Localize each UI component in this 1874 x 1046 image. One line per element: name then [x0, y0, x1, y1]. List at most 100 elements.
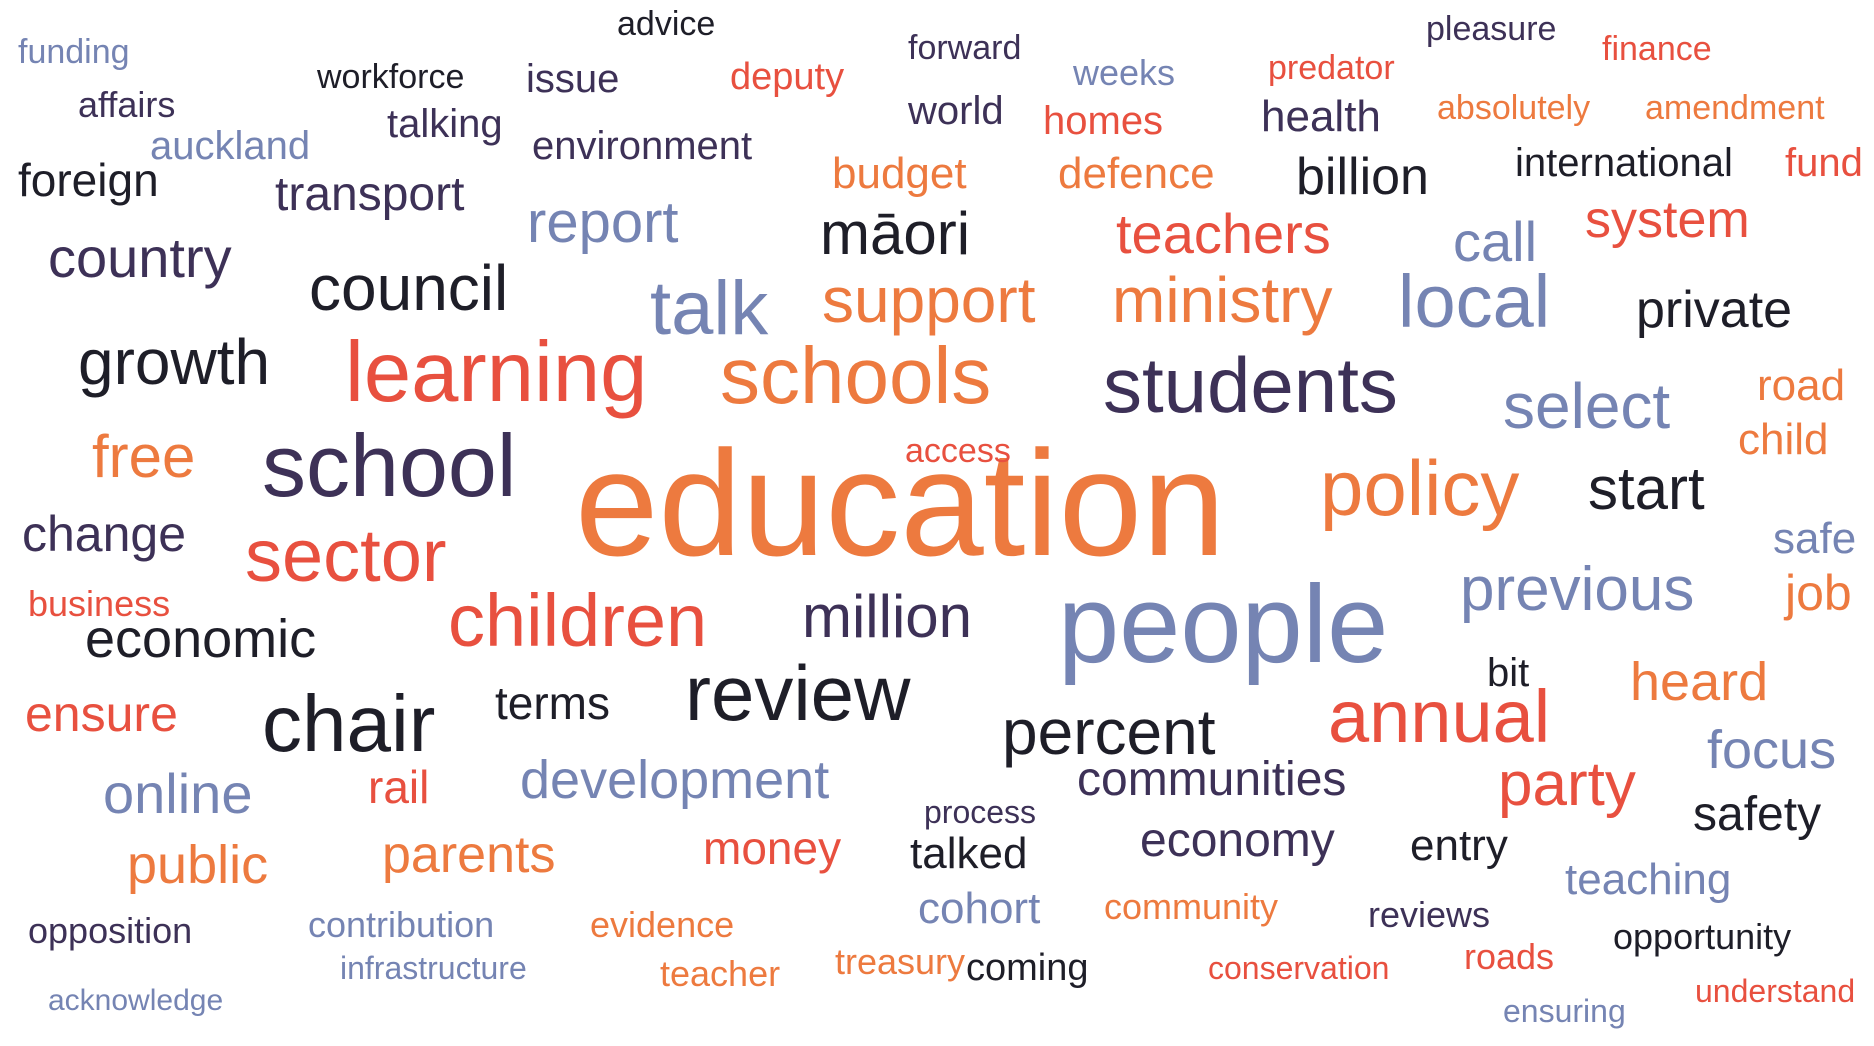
word-community: community [1104, 886, 1279, 927]
word-defence: defence [1058, 149, 1215, 198]
word-bit: bit [1487, 651, 1530, 695]
word-access: access [905, 432, 1011, 470]
word-school: school [262, 416, 517, 515]
word-students: students [1103, 341, 1398, 429]
word-coming: coming [966, 947, 1089, 989]
word-teacher: teacher [660, 953, 781, 994]
word-forward: forward [908, 29, 1022, 67]
word-talking: talking [387, 102, 503, 146]
word-economic: economic [85, 609, 317, 669]
word-people: people [1058, 563, 1389, 686]
word-predator: predator [1268, 49, 1395, 87]
word-schools: schools [720, 331, 992, 420]
word-online: online [103, 762, 253, 825]
word-ensure: ensure [25, 686, 178, 742]
word-learning: learning [345, 325, 648, 420]
word-support: support [822, 264, 1036, 336]
word-heard: heard [1630, 652, 1769, 712]
word-terms: terms [495, 677, 610, 729]
word-evidence: evidence [590, 904, 735, 945]
word-auckland: auckland [150, 124, 311, 168]
word-cohort: cohort [918, 884, 1041, 933]
word-sector: sector [245, 514, 447, 597]
word-million: million [802, 583, 973, 650]
word-absolutely: absolutely [1437, 89, 1591, 127]
word-job: job [1785, 565, 1852, 621]
word-private: private [1636, 281, 1793, 339]
word-talked: talked [910, 829, 1028, 878]
word-communities: communities [1077, 753, 1347, 806]
word-business: business [28, 583, 171, 624]
word-development: development [520, 750, 830, 810]
word-system: system [1585, 191, 1750, 249]
word-council: council [309, 252, 509, 324]
word-chair: chair [262, 679, 436, 768]
word-m-ori: māori [820, 200, 971, 267]
word-annual: annual [1328, 675, 1551, 758]
word-review: review [685, 649, 911, 737]
word-children: children [448, 579, 708, 662]
word-process: process [924, 794, 1037, 830]
word-party: party [1498, 750, 1636, 819]
word-focus: focus [1707, 720, 1837, 780]
word-education: education [575, 419, 1226, 587]
word-understand: understand [1695, 973, 1856, 1009]
word-money: money [703, 822, 842, 874]
word-select: select [1503, 370, 1671, 442]
word-opportunity: opportunity [1613, 916, 1792, 957]
word-road: road [1757, 361, 1846, 410]
word-finance: finance [1602, 30, 1712, 68]
word-pleasure: pleasure [1426, 10, 1557, 48]
word-country: country [48, 226, 232, 289]
word-ministry: ministry [1112, 264, 1333, 336]
word-start: start [1588, 455, 1705, 522]
word-international: international [1515, 141, 1733, 185]
word-health: health [1261, 92, 1381, 141]
word-weeks: weeks [1073, 52, 1176, 93]
word-roads: roads [1464, 936, 1555, 977]
word-entry: entry [1410, 821, 1508, 870]
word-call: call [1453, 210, 1538, 273]
word-reviews: reviews [1368, 894, 1491, 935]
word-public: public [127, 835, 269, 895]
word-advice: advice [617, 5, 716, 43]
word-talk: talk [650, 266, 769, 351]
word-economy: economy [1140, 814, 1335, 867]
word-conservation: conservation [1208, 950, 1390, 986]
word-fund: fund [1785, 141, 1863, 185]
word-policy: policy [1320, 444, 1520, 532]
word-acknowledge: acknowledge [48, 984, 224, 1017]
word-change: change [22, 506, 187, 562]
word-homes: homes [1043, 99, 1164, 143]
word-teachers: teachers [1116, 202, 1331, 265]
word-environment: environment [532, 124, 753, 168]
word-billion: billion [1296, 148, 1429, 206]
word-treasury: treasury [835, 941, 966, 982]
word-issue: issue [526, 57, 620, 101]
word-report: report [527, 190, 679, 255]
word-transport: transport [275, 168, 465, 221]
word-infrastructure: infrastructure [340, 950, 527, 986]
word-rail: rail [368, 761, 430, 813]
word-budget: budget [832, 149, 967, 198]
word-child: child [1738, 415, 1829, 464]
word-parents: parents [382, 826, 556, 884]
word-funding: funding [18, 33, 130, 71]
word-contribution: contribution [308, 904, 495, 945]
word-ensuring: ensuring [1503, 993, 1626, 1029]
word-growth: growth [78, 326, 271, 398]
word-opposition: opposition [28, 910, 193, 951]
word-workforce: workforce [317, 58, 465, 96]
word-deputy: deputy [730, 56, 845, 98]
word-affairs: affairs [78, 84, 176, 125]
word-teaching: teaching [1565, 855, 1732, 904]
word-world: world [908, 89, 1004, 133]
word-previous: previous [1460, 555, 1695, 624]
word-safe: safe [1773, 514, 1857, 563]
word-percent: percent [1002, 696, 1216, 768]
word-safety: safety [1693, 788, 1822, 841]
word-local: local [1398, 260, 1551, 343]
word-amendment: amendment [1645, 89, 1825, 127]
word-foreign: foreign [18, 154, 159, 206]
